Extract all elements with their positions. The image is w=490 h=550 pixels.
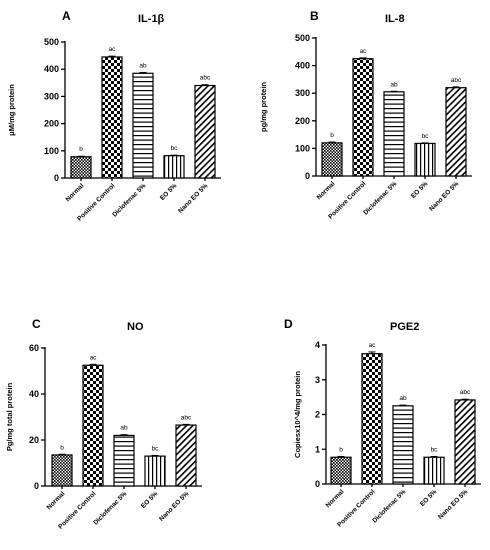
y-tick-label: 2	[315, 410, 320, 420]
x-tick-label: EO 5%	[159, 182, 179, 202]
data-label: b	[79, 146, 83, 153]
bar	[392, 405, 414, 485]
data-label: abc	[200, 75, 211, 82]
bar	[330, 456, 352, 485]
x-tick-label: EO 5%	[410, 180, 430, 200]
panel-letter: C	[32, 317, 41, 331]
chart-panel-b: B IL-8 pg/mg protein 0 100 200 300 400 500 b Norma…	[259, 9, 472, 221]
data-label: ab	[399, 395, 407, 402]
y-tick-label: 4	[315, 340, 320, 350]
panel-letter: B	[310, 9, 319, 23]
bar	[144, 455, 166, 487]
chart-title: IL-1β	[138, 13, 165, 25]
x-tick-label: Diclofenac 5%	[92, 490, 128, 526]
y-tick-label: 0	[315, 479, 320, 489]
chart-title: PGE2	[390, 321, 419, 333]
bar	[70, 156, 92, 179]
x-tick-label: Diclofenac 5%	[371, 488, 407, 524]
y-tick-label: 300	[44, 91, 59, 101]
y-axis-label: Pg/mg total protein	[5, 382, 14, 451]
data-label: bc	[152, 445, 160, 452]
y-tick-label: 400	[44, 64, 59, 74]
data-label: bc	[422, 133, 430, 140]
y-tick-label: 300	[295, 88, 310, 98]
chart-panel-a: A IL-1β μM/mg protein 0 100 200 300 400 500 b Norm…	[7, 9, 221, 223]
bar	[414, 142, 436, 177]
x-tick-label: Nano EO 5%	[437, 488, 469, 520]
y-tick-label: 1	[315, 444, 320, 454]
y-tick-label: 500	[44, 37, 59, 47]
data-label: b	[339, 447, 343, 454]
data-label: ac	[369, 342, 377, 349]
bar	[423, 456, 445, 485]
x-tick-label: Normal	[316, 180, 337, 201]
bar	[383, 91, 405, 177]
x-tick-label: EO 5%	[140, 490, 160, 510]
data-label: ab	[139, 62, 147, 69]
data-label: abc	[451, 77, 462, 84]
y-tick-label: 200	[44, 119, 59, 129]
panel-letter: A	[62, 9, 71, 23]
bar	[454, 399, 476, 485]
bar	[321, 142, 343, 177]
y-axis-label: Copiesx10^4/mg protein	[293, 371, 302, 458]
chart-title: IL-8	[385, 13, 405, 25]
data-label: b	[330, 132, 334, 139]
bar	[445, 87, 467, 177]
x-tick-label: EO 5%	[419, 488, 439, 508]
x-tick-label: Normal	[325, 488, 346, 509]
y-tick-label: 0	[54, 173, 59, 183]
data-label: bc	[171, 145, 179, 152]
bar	[82, 364, 104, 487]
y-tick-label: 0	[34, 481, 39, 491]
y-axis-label: μM/mg protein	[7, 84, 16, 136]
data-label: ac	[90, 354, 98, 361]
data-label: ac	[360, 48, 368, 55]
y-axis-label: pg/mg protein	[259, 82, 268, 132]
panel-letter: D	[284, 317, 293, 331]
y-tick-label: 60	[29, 343, 39, 353]
data-label: ab	[390, 81, 398, 88]
x-tick-label: Diclofenac 5%	[111, 182, 147, 218]
bar	[51, 454, 73, 487]
bar	[132, 72, 154, 179]
bar	[194, 84, 216, 179]
chart-panel-d: D PGE2 Copiesx10^4/mg protein 0 1 2 3 4 b Normal a…	[284, 317, 481, 529]
x-tick-label: Nano EO 5%	[428, 180, 460, 212]
bar	[101, 56, 123, 179]
y-tick-label: 3	[315, 375, 320, 385]
y-tick-label: 200	[295, 116, 310, 126]
y-tick-label: 100	[295, 143, 310, 153]
chart-title: NO	[127, 321, 144, 333]
x-tick-label: Nano EO 5%	[177, 182, 209, 214]
bar	[361, 353, 383, 485]
data-label: ac	[109, 46, 117, 53]
y-tick-label: 500	[295, 33, 310, 43]
bar	[175, 424, 197, 487]
bar	[352, 58, 374, 177]
y-tick-label: 20	[29, 435, 39, 445]
y-tick-label: 40	[29, 389, 39, 399]
bar	[113, 434, 135, 487]
data-label: bc	[431, 447, 439, 454]
bar	[163, 155, 185, 179]
x-tick-label: Normal	[65, 182, 86, 203]
data-label: abc	[460, 389, 471, 396]
data-label: b	[60, 444, 64, 451]
x-tick-label: Normal	[46, 490, 67, 511]
data-label: ab	[120, 425, 128, 432]
x-tick-label: Diclofenac 5%	[362, 180, 398, 216]
y-tick-label: 100	[44, 146, 59, 156]
y-tick-label: 0	[305, 171, 310, 181]
data-label: abc	[181, 414, 192, 421]
y-tick-label: 400	[295, 61, 310, 71]
x-tick-label: Nano EO 5%	[158, 490, 190, 522]
